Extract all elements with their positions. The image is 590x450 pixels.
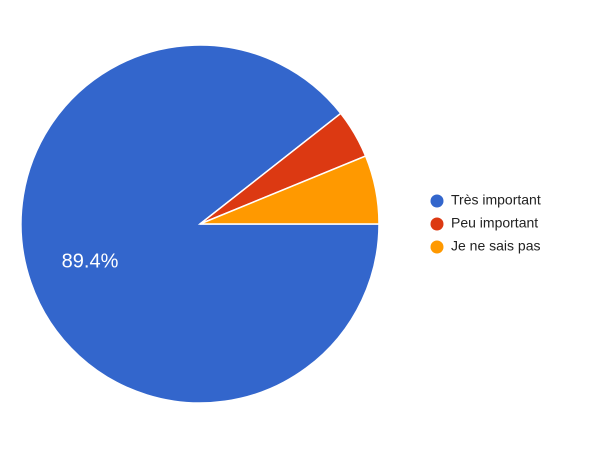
legend-label: Très important (451, 192, 541, 208)
legend-label: Peu important (451, 215, 538, 231)
pie-slice (199, 155, 380, 225)
legend-swatch (430, 217, 444, 231)
legend-swatch (430, 240, 444, 254)
legend-swatch (430, 194, 444, 208)
legend-label: Je ne sais pas (451, 238, 541, 254)
slice-label: 89.4% (62, 250, 119, 272)
